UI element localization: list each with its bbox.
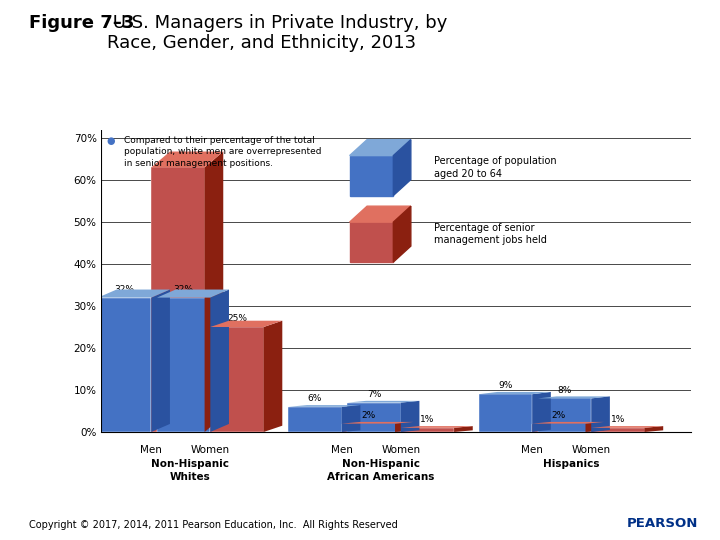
Bar xyxy=(98,298,151,432)
Text: Non-Hispanic
African Americans: Non-Hispanic African Americans xyxy=(327,460,435,482)
Bar xyxy=(538,399,591,432)
Text: Men: Men xyxy=(521,444,543,455)
Polygon shape xyxy=(210,289,229,432)
Text: 9%: 9% xyxy=(498,381,513,390)
Text: 2%: 2% xyxy=(552,411,566,420)
Polygon shape xyxy=(591,426,663,428)
Text: 8%: 8% xyxy=(557,386,572,395)
Polygon shape xyxy=(289,405,361,407)
Bar xyxy=(591,428,644,432)
Bar xyxy=(151,167,204,432)
Text: PEARSON: PEARSON xyxy=(626,517,698,530)
Bar xyxy=(479,394,532,432)
Text: 7%: 7% xyxy=(367,390,382,399)
Polygon shape xyxy=(532,392,551,432)
Polygon shape xyxy=(342,422,414,423)
Polygon shape xyxy=(157,289,229,298)
Polygon shape xyxy=(532,422,604,423)
Polygon shape xyxy=(264,321,282,432)
Bar xyxy=(401,428,454,432)
Polygon shape xyxy=(98,289,170,298)
Text: Men: Men xyxy=(330,444,353,455)
Text: 2%: 2% xyxy=(361,411,376,420)
Polygon shape xyxy=(401,401,420,432)
Bar xyxy=(348,403,401,432)
Text: Women: Women xyxy=(381,444,420,455)
Polygon shape xyxy=(479,392,551,394)
Polygon shape xyxy=(538,396,610,399)
Text: Non-Hispanic
Whites: Non-Hispanic Whites xyxy=(151,460,230,482)
Bar xyxy=(289,407,342,432)
Polygon shape xyxy=(348,401,420,403)
Bar xyxy=(157,298,210,432)
Text: Men: Men xyxy=(140,444,162,455)
Text: 32%: 32% xyxy=(174,285,194,294)
Polygon shape xyxy=(585,422,604,432)
Polygon shape xyxy=(454,426,473,432)
Text: 1%: 1% xyxy=(420,415,435,424)
Bar xyxy=(342,423,395,432)
Text: 32%: 32% xyxy=(114,285,135,294)
Bar xyxy=(210,327,264,432)
Text: 63%: 63% xyxy=(168,154,188,164)
Text: 6%: 6% xyxy=(308,394,323,403)
Text: Women: Women xyxy=(572,444,611,455)
Text: 25%: 25% xyxy=(227,314,247,323)
Bar xyxy=(532,423,585,432)
Text: Women: Women xyxy=(191,444,230,455)
Polygon shape xyxy=(151,289,170,432)
Polygon shape xyxy=(401,426,473,428)
Polygon shape xyxy=(204,152,223,432)
Text: Figure 7–3: Figure 7–3 xyxy=(29,14,134,31)
Polygon shape xyxy=(644,426,663,432)
Polygon shape xyxy=(395,422,414,432)
Text: Hispanics: Hispanics xyxy=(543,460,600,469)
Polygon shape xyxy=(151,152,223,167)
Polygon shape xyxy=(591,396,610,432)
Text: Copyright © 2017, 2014, 2011 Pearson Education, Inc.  All Rights Reserved: Copyright © 2017, 2014, 2011 Pearson Edu… xyxy=(29,520,397,530)
Text: U.S. Managers in Private Industry, by
Race, Gender, and Ethnicity, 2013: U.S. Managers in Private Industry, by Ra… xyxy=(107,14,447,52)
Text: 1%: 1% xyxy=(611,415,625,424)
Polygon shape xyxy=(210,321,282,327)
Polygon shape xyxy=(342,405,361,432)
